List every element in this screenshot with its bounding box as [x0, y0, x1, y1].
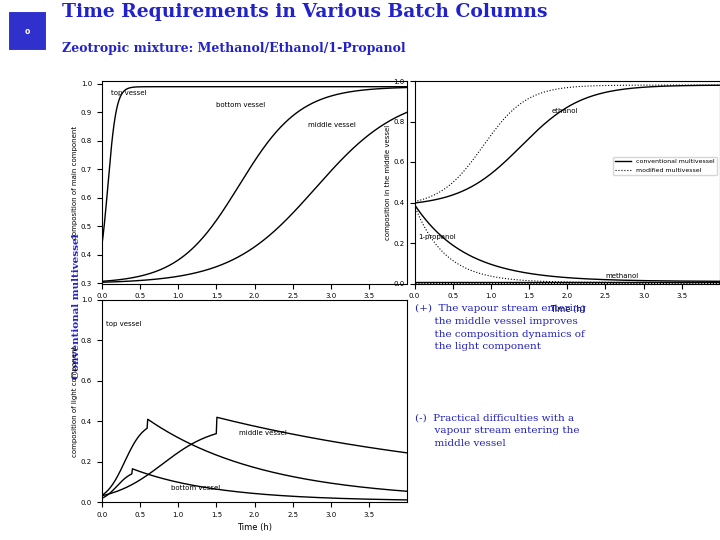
Y-axis label: composition of main component: composition of main component	[72, 126, 78, 239]
X-axis label: Time (h): Time (h)	[237, 523, 272, 532]
FancyBboxPatch shape	[8, 11, 48, 51]
X-axis label: Time (h): Time (h)	[550, 305, 585, 314]
Text: Zeotropic mixture: Methanol/Ethanol/1-Propanol: Zeotropic mixture: Methanol/Ethanol/1-Pr…	[62, 42, 405, 55]
Text: bottom vessel: bottom vessel	[171, 485, 220, 491]
Text: Conventional multivessel: Conventional multivessel	[72, 234, 81, 379]
Text: o: o	[24, 27, 30, 36]
Text: middle vessel: middle vessel	[239, 430, 287, 436]
Text: Time Requirements in Various Batch Columns: Time Requirements in Various Batch Colum…	[62, 3, 547, 21]
Legend: conventional multivessel, modified multivessel: conventional multivessel, modified multi…	[613, 157, 717, 176]
Text: (-)  Practical difficulties with a
      vapour stream entering the
      middle: (-) Practical difficulties with a vapour…	[415, 413, 579, 448]
Text: ethanol: ethanol	[552, 109, 578, 114]
Text: top vessel: top vessel	[111, 90, 146, 96]
Text: (+)  The vapour stream entering
      the middle vessel improves
      the compo: (+) The vapour stream entering the middl…	[415, 303, 586, 352]
Text: 11: 11	[22, 516, 34, 526]
Text: 1-propanol: 1-propanol	[418, 234, 456, 240]
Text: middle vessel: middle vessel	[308, 122, 356, 127]
X-axis label: Time (h): Time (h)	[237, 305, 272, 314]
Y-axis label: composition in the middle vessel: composition in the middle vessel	[384, 125, 391, 240]
Y-axis label: composition of light component: composition of light component	[72, 345, 78, 457]
Text: top vessel: top vessel	[106, 321, 141, 327]
Text: methanol: methanol	[606, 273, 639, 279]
Text: NTNU: NTNU	[13, 69, 42, 77]
Text: bottom vessel: bottom vessel	[217, 102, 266, 107]
